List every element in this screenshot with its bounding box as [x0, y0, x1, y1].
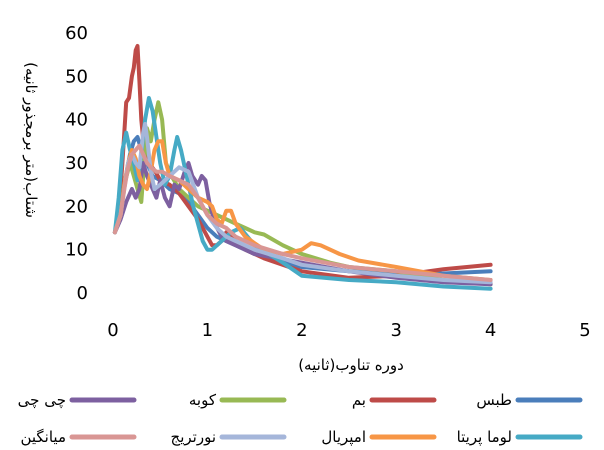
legend-label-3: کوبه	[189, 391, 217, 409]
legend-label-2: بم	[352, 391, 366, 409]
y-tick-label: 20	[65, 196, 88, 217]
series-line-7	[112, 122, 493, 285]
x-tick-label: 2	[296, 320, 307, 341]
legend-label-8: میانگین	[20, 428, 66, 446]
x-tick-label: 3	[390, 320, 401, 341]
y-axis-title: شتاب(متر برمجذور ثانیه)	[22, 62, 40, 218]
series-line-8	[112, 143, 493, 282]
y-tick-label: 10	[65, 240, 88, 261]
axis-ticks: 0 10 20 30 40 50 60 0 1 2 3 4 5	[65, 23, 591, 341]
legend: طبس بم کوبه چی چی لوما پریتا امپریال نورتریج می…	[18, 391, 583, 447]
y-tick-label: 40	[65, 110, 88, 131]
series-layer	[112, 44, 493, 291]
legend-label-5: لوما پریتا	[457, 428, 512, 447]
series-line-6	[112, 139, 493, 282]
x-tick-label: 1	[202, 320, 213, 341]
legend-label-1: طبس	[476, 391, 512, 409]
y-tick-label: 0	[77, 283, 88, 304]
legend-label-4: چی چی	[18, 391, 66, 409]
legend-label-7: نورتریج	[171, 428, 216, 446]
y-tick-label: 50	[65, 66, 88, 87]
x-tick-label: 4	[485, 320, 496, 341]
x-tick-label: 5	[579, 320, 590, 341]
x-axis-title: دوره تناوب(ثانیه)	[298, 356, 404, 374]
series-line-1	[112, 135, 493, 276]
y-tick-label: 30	[65, 153, 88, 174]
x-tick-label: 0	[107, 320, 118, 341]
y-tick-label: 60	[65, 23, 88, 44]
legend-label-6: امپریال	[321, 428, 366, 447]
